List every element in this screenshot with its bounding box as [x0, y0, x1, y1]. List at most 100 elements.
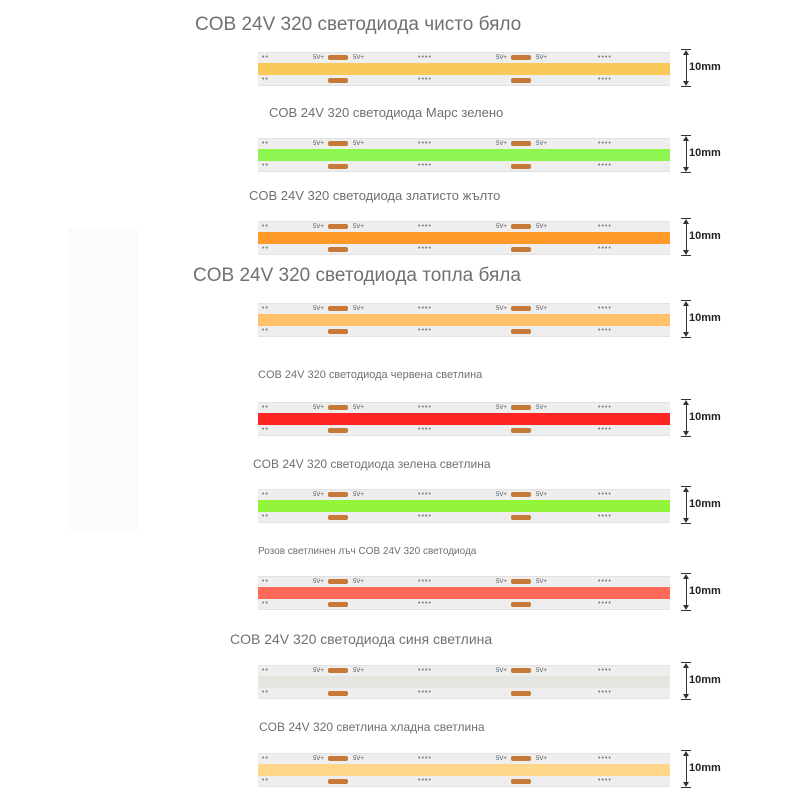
dimension-label: 10mm — [689, 312, 721, 324]
voltage-marker: 5V+ — [536, 405, 547, 411]
dimension-line — [686, 665, 687, 697]
solder-pad — [328, 329, 348, 334]
dimension-line — [686, 303, 687, 335]
resistor-dots: •• — [262, 162, 269, 169]
variant-title: COB 24V 320 светодиода златисто жълто — [249, 188, 501, 203]
dimension-label: 10mm — [689, 61, 721, 73]
solder-pad — [511, 224, 531, 229]
voltage-marker: 5V+ — [353, 756, 364, 762]
arrow-up-icon — [683, 663, 689, 668]
resistor-dots: •••• — [598, 404, 612, 411]
arrow-down-icon — [683, 694, 689, 699]
resistor-dots: •••• — [598, 755, 612, 762]
solder-pad — [511, 779, 531, 784]
width-dimension — [679, 573, 693, 611]
dimension-tick — [681, 135, 691, 136]
resistor-dots: •••• — [598, 305, 612, 312]
solder-pad — [511, 164, 531, 169]
resistor-dots: •••• — [418, 76, 432, 83]
voltage-marker: 5V+ — [313, 55, 324, 61]
resistor-dots: •• — [262, 689, 269, 696]
resistor-dots: •••• — [418, 305, 432, 312]
resistor-dots: •••• — [418, 140, 432, 147]
solder-pad — [511, 405, 531, 410]
resistor-dots: •• — [262, 667, 269, 674]
voltage-marker: 5V+ — [536, 306, 547, 312]
resistor-dots: •••• — [598, 777, 612, 784]
resistor-dots: •• — [262, 223, 269, 230]
dimension-tick — [681, 699, 691, 700]
resistor-dots: •••• — [598, 54, 612, 61]
voltage-marker: 5V+ — [496, 668, 507, 674]
dimension-line — [686, 576, 687, 608]
solder-pad — [328, 428, 348, 433]
led-light-band — [258, 63, 670, 75]
background-panel — [68, 228, 138, 530]
dimension-line — [686, 52, 687, 84]
resistor-dots: •••• — [598, 426, 612, 433]
voltage-marker: 5V+ — [496, 141, 507, 147]
resistor-dots: •••• — [598, 491, 612, 498]
resistor-dots: •••• — [418, 513, 432, 520]
arrow-up-icon — [683, 400, 689, 405]
voltage-marker: 5V+ — [353, 224, 364, 230]
width-dimension — [679, 49, 693, 87]
voltage-marker: 5V+ — [353, 141, 364, 147]
voltage-marker: 5V+ — [313, 579, 324, 585]
led-strip-image: 5V+ 5V+ 5V+ 5V+ •• •• •••• •••• •••• •••• — [258, 753, 670, 787]
resistor-dots: •• — [262, 600, 269, 607]
resistor-dots: •••• — [418, 600, 432, 607]
variant-title: Розов светлинен лъч COB 24V 320 светодио… — [258, 546, 477, 557]
width-dimension — [679, 218, 693, 256]
resistor-dots: •••• — [418, 578, 432, 585]
resistor-dots: •• — [262, 578, 269, 585]
resistor-dots: •• — [262, 76, 269, 83]
arrow-down-icon — [683, 782, 689, 787]
solder-pad — [328, 515, 348, 520]
dimension-line — [686, 402, 687, 434]
voltage-marker: 5V+ — [313, 668, 324, 674]
led-strip-image: 5V+ 5V+ 5V+ 5V+ •• •• •••• •••• •••• •••• — [258, 221, 670, 255]
voltage-marker: 5V+ — [496, 756, 507, 762]
resistor-dots: •••• — [598, 513, 612, 520]
resistor-dots: •••• — [418, 777, 432, 784]
solder-pad — [511, 691, 531, 696]
led-strip-image: 5V+ 5V+ 5V+ 5V+ •• •• •••• •••• •••• •••• — [258, 52, 670, 86]
width-dimension — [679, 399, 693, 437]
voltage-marker: 5V+ — [496, 306, 507, 312]
arrow-up-icon — [683, 50, 689, 55]
resistor-dots: •••• — [598, 245, 612, 252]
arrow-down-icon — [683, 332, 689, 337]
solder-pad — [328, 405, 348, 410]
arrow-down-icon — [683, 518, 689, 523]
dimension-label: 10mm — [689, 585, 721, 597]
variant-title: COB 24V 320 светодиода зелена светлина — [253, 457, 491, 471]
arrow-up-icon — [683, 487, 689, 492]
solder-pad — [328, 602, 348, 607]
width-dimension — [679, 486, 693, 524]
solder-pad — [328, 247, 348, 252]
led-light-band — [258, 764, 670, 776]
dimension-label: 10mm — [689, 498, 721, 510]
variant-title: COB 24V 320 светодиода чисто бяло — [195, 14, 522, 35]
solder-pad — [328, 756, 348, 761]
solder-pad — [511, 306, 531, 311]
resistor-dots: •••• — [418, 245, 432, 252]
variant-title: COB 24V 320 светлина хладна светлина — [259, 720, 485, 734]
voltage-marker: 5V+ — [536, 668, 547, 674]
voltage-marker: 5V+ — [536, 55, 547, 61]
led-light-band — [258, 232, 670, 244]
solder-pad — [511, 428, 531, 433]
dimension-line — [686, 753, 687, 785]
dimension-tick — [681, 486, 691, 487]
solder-pad — [511, 55, 531, 60]
resistor-dots: •• — [262, 777, 269, 784]
dimension-tick — [681, 436, 691, 437]
voltage-marker: 5V+ — [313, 141, 324, 147]
resistor-dots: •• — [262, 491, 269, 498]
dimension-line — [686, 138, 687, 170]
solder-pad — [511, 329, 531, 334]
dimension-tick — [681, 399, 691, 400]
solder-pad — [328, 579, 348, 584]
led-light-band — [258, 500, 670, 512]
